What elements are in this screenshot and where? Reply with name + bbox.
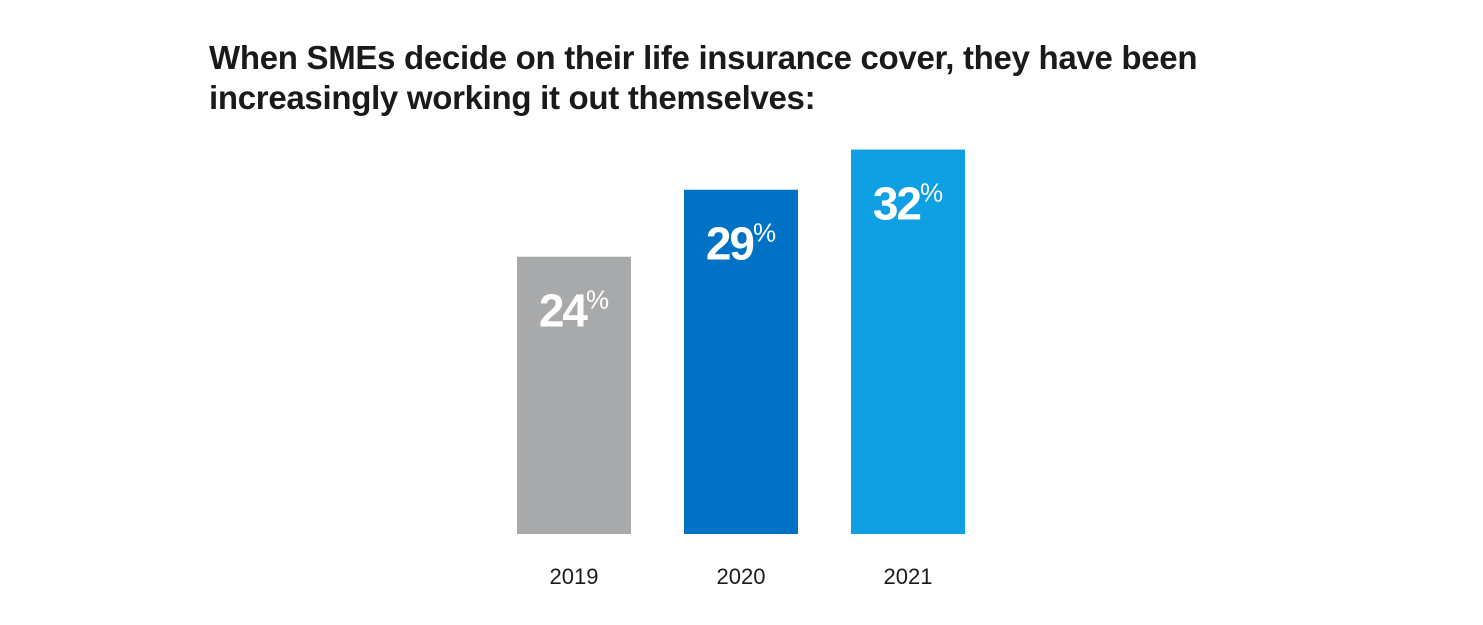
bar [517, 256, 631, 534]
value-label: 24% [539, 285, 609, 337]
x-tick-label: 2020 [717, 564, 766, 589]
value-number: 32 [873, 178, 921, 230]
x-tick-label: 2019 [550, 564, 599, 589]
value-label: 32% [873, 178, 943, 230]
value-label: 29% [706, 218, 776, 270]
value-unit: % [753, 218, 776, 248]
value-unit: % [920, 178, 943, 208]
value-number: 29 [706, 218, 754, 270]
bar [851, 149, 965, 535]
value-unit: % [586, 285, 609, 315]
chart-title: When SMEs decide on their life insurance… [209, 39, 1198, 117]
x-tick-label: 2021 [884, 564, 933, 589]
value-number: 24 [539, 285, 589, 337]
bar [684, 189, 798, 534]
